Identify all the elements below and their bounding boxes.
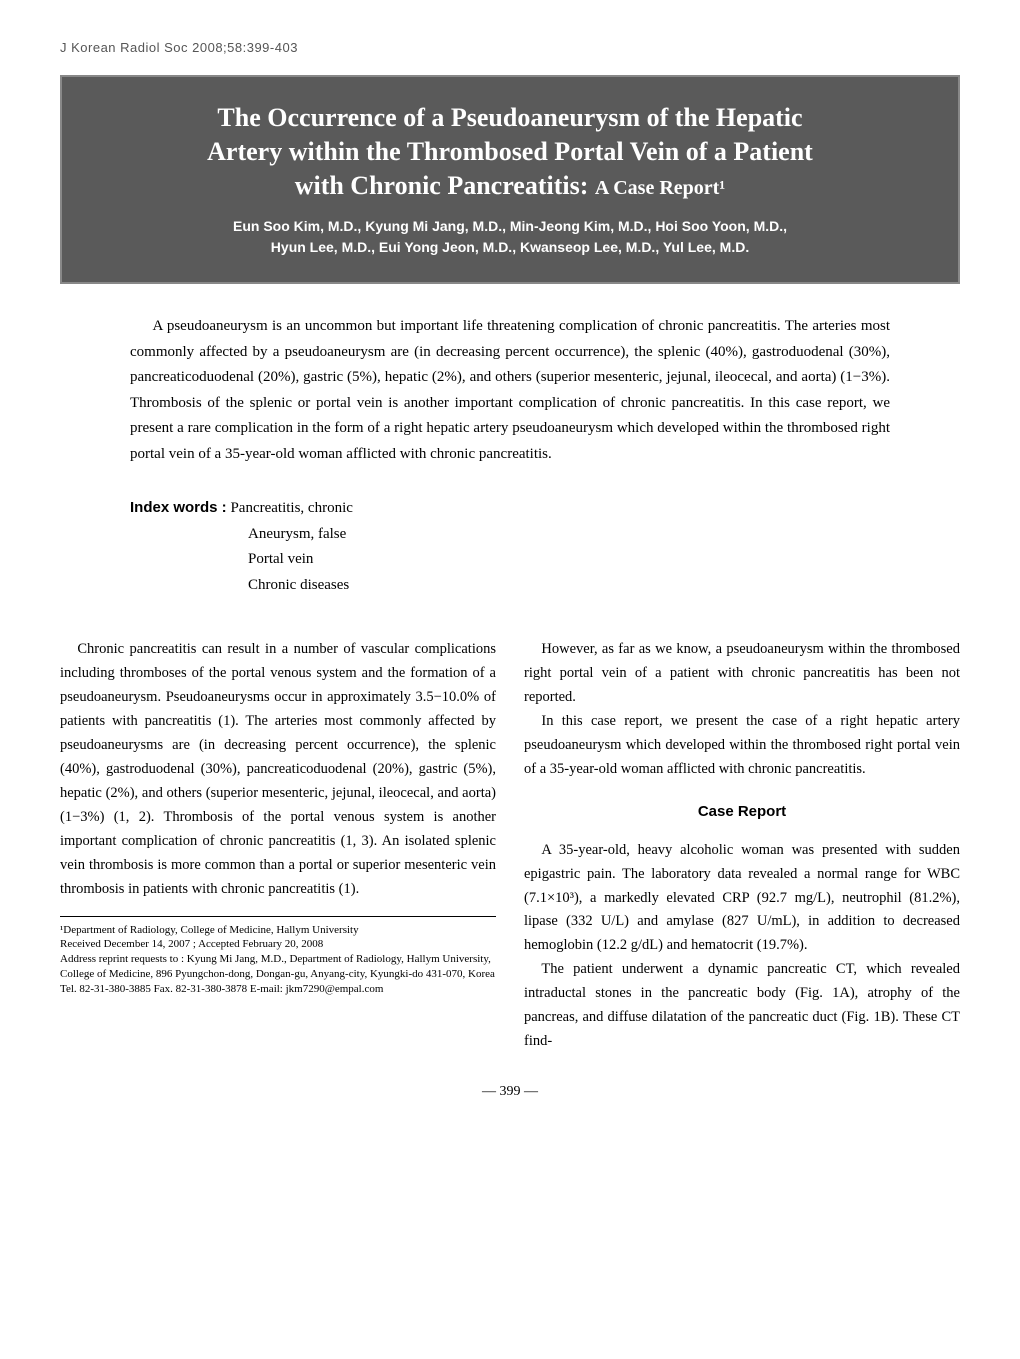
body-paragraph: A 35-year-old, heavy alcoholic woman was… (524, 839, 960, 959)
index-item: Chronic diseases (130, 573, 890, 599)
left-column: Chronic pancreatitis can result in a num… (60, 638, 496, 1054)
paper-subtitle: A Case Report¹ (595, 177, 725, 199)
footnote-dept: ¹Department of Radiology, College of Med… (60, 923, 496, 938)
authors: Eun Soo Kim, M.D., Kyung Mi Jang, M.D., … (92, 216, 928, 258)
body-paragraph: However, as far as we know, a pseudoaneu… (524, 638, 960, 710)
footnote-received: Received December 14, 2007 ; Accepted Fe… (60, 937, 496, 952)
index-item: Aneurysm, false (130, 522, 890, 548)
title-line-3: with Chronic Pancreatitis: (295, 171, 589, 200)
index-item: Portal vein (130, 547, 890, 573)
index-item: Pancreatitis, chronic (230, 500, 352, 516)
body-paragraph: In this case report, we present the case… (524, 710, 960, 782)
title-line-1: The Occurrence of a Pseudoaneurysm of th… (217, 103, 802, 132)
title-box: The Occurrence of a Pseudoaneurysm of th… (60, 75, 960, 284)
journal-header: J Korean Radiol Soc 2008;58:399-403 (60, 40, 960, 55)
right-column: However, as far as we know, a pseudoaneu… (524, 638, 960, 1054)
index-words-label: Index words : (130, 499, 227, 516)
footnote-block: ¹Department of Radiology, College of Med… (60, 923, 496, 997)
footnote-contact: Tel. 82-31-380-3885 Fax. 82-31-380-3878 … (60, 982, 496, 997)
body-columns: Chronic pancreatitis can result in a num… (60, 638, 960, 1054)
section-heading-case-report: Case Report (524, 800, 960, 825)
footnote-address: Address reprint requests to : Kyung Mi J… (60, 952, 496, 982)
abstract-text: A pseudoaneurysm is an uncommon but impo… (130, 314, 890, 467)
index-words: Index words : Pancreatitis, chronic Aneu… (130, 495, 890, 598)
page-number: — 399 — (60, 1084, 960, 1100)
body-paragraph: Chronic pancreatitis can result in a num… (60, 638, 496, 901)
footnote-rule (60, 916, 496, 917)
title-line-2: Artery within the Thrombosed Portal Vein… (207, 137, 813, 166)
authors-line-1: Eun Soo Kim, M.D., Kyung Mi Jang, M.D., … (233, 218, 787, 234)
authors-line-2: Hyun Lee, M.D., Eui Yong Jeon, M.D., Kwa… (271, 239, 749, 255)
body-paragraph: The patient underwent a dynamic pancreat… (524, 958, 960, 1054)
paper-title: The Occurrence of a Pseudoaneurysm of th… (92, 101, 928, 202)
abstract-box: A pseudoaneurysm is an uncommon but impo… (130, 314, 890, 467)
